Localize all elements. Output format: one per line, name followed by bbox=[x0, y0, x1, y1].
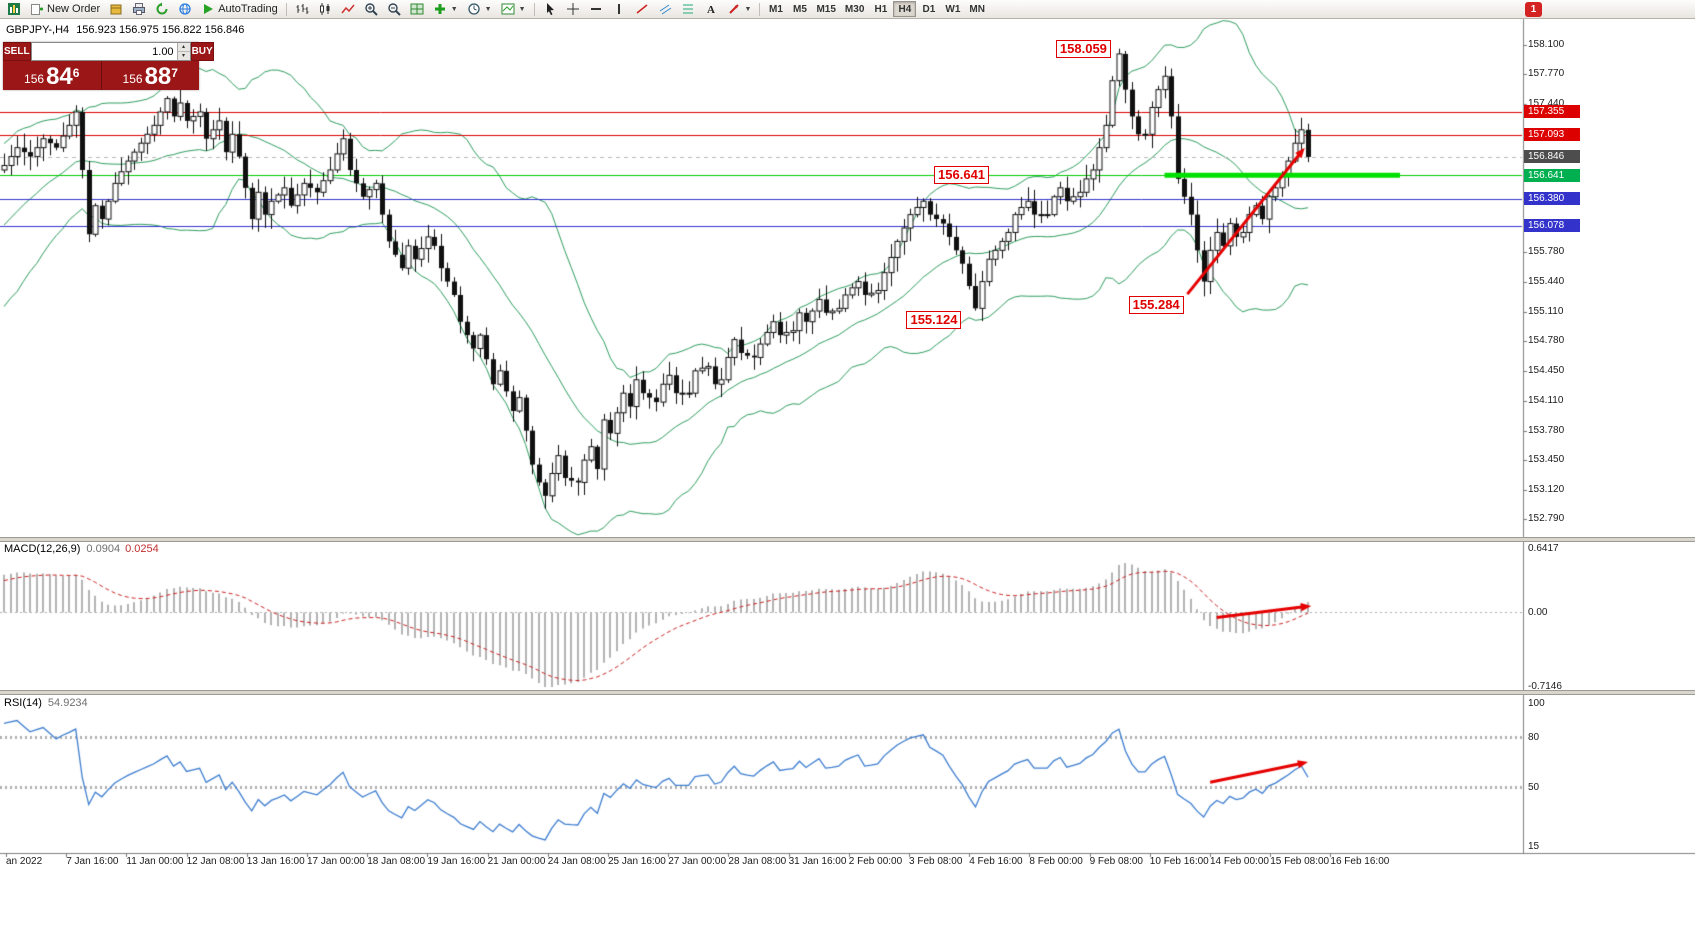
dropdown-caret-icon: ▼ bbox=[744, 5, 752, 13]
buy-price-main: 156 bbox=[122, 72, 143, 86]
timeframe-d1-button[interactable]: D1 bbox=[917, 1, 940, 17]
macd-main-value: 0.0904 bbox=[86, 543, 121, 555]
sell-price-pips: 84 bbox=[46, 63, 73, 90]
chart-line-icon[interactable] bbox=[337, 1, 359, 18]
volume-stepper: ▴ ▾ bbox=[30, 42, 191, 61]
sell-price-main: 156 bbox=[24, 72, 45, 86]
timeframe-m1-button[interactable]: M1 bbox=[764, 1, 787, 17]
arrows-tool-button[interactable]: ▼ bbox=[723, 1, 756, 18]
timeframe-m5-button[interactable]: M5 bbox=[788, 1, 811, 17]
zoom-out-button[interactable] bbox=[383, 1, 405, 18]
buy-button[interactable]: BUY bbox=[190, 42, 214, 61]
fibonacci-tool-button[interactable] bbox=[677, 1, 699, 18]
tile-windows-button[interactable] bbox=[406, 1, 428, 18]
chart-symbol-header: GBPJPY-,H4 156.923 156.975 156.822 156.84… bbox=[6, 24, 244, 36]
market-watch-icon[interactable] bbox=[105, 1, 127, 18]
print-icon[interactable] bbox=[128, 1, 150, 18]
autotrading-button[interactable]: AutoTrading bbox=[197, 1, 282, 18]
toolbar: New Order AutoTrading ▼ ▼ ▼ A ▼ M1 M5 M15 M30 H1 H4 D… bbox=[0, 0, 1695, 19]
cursor-button[interactable] bbox=[539, 1, 561, 18]
macd-label: MACD(12,26,9) 0.0904 0.0254 bbox=[4, 543, 159, 555]
buy-price-point: 7 bbox=[171, 66, 178, 80]
pane-separator[interactable] bbox=[0, 690, 1695, 695]
volume-decrease-button[interactable]: ▾ bbox=[177, 52, 190, 60]
sell-price-point: 6 bbox=[72, 66, 80, 80]
buy-price-display[interactable]: 156 88 7 bbox=[101, 61, 199, 90]
zoom-in-button[interactable] bbox=[360, 1, 382, 18]
app-icon[interactable] bbox=[3, 1, 25, 18]
symbol-name: GBPJPY-,H4 bbox=[6, 24, 70, 36]
sell-button[interactable]: SELL bbox=[3, 42, 31, 61]
channel-tool-button[interactable] bbox=[654, 1, 676, 18]
data-window-icon[interactable] bbox=[151, 1, 173, 18]
pane-separator[interactable] bbox=[0, 537, 1695, 542]
periods-button[interactable]: ▼ bbox=[463, 1, 496, 18]
autotrading-button-label: AutoTrading bbox=[218, 3, 278, 15]
ohlc-values: 156.923 156.975 156.822 156.846 bbox=[76, 24, 245, 36]
dropdown-caret-icon: ▼ bbox=[450, 5, 458, 13]
rsi-value: 54.9234 bbox=[47, 697, 88, 709]
toolbar-separator bbox=[285, 2, 287, 16]
sell-price-display[interactable]: 156 84 6 bbox=[3, 61, 102, 90]
templates-button[interactable]: ▼ bbox=[497, 1, 530, 18]
buy-price-pips: 88 bbox=[144, 63, 172, 90]
timeframe-m15-button[interactable]: M15 bbox=[812, 1, 839, 17]
macd-name: MACD(12,26,9) bbox=[4, 543, 81, 555]
toolbar-separator bbox=[759, 2, 761, 16]
notifications-badge[interactable]: 1 bbox=[1525, 1, 1542, 17]
rsi-label: RSI(14) 54.9234 bbox=[4, 697, 88, 709]
toolbar-separator bbox=[533, 2, 535, 16]
trendline-tool-button[interactable] bbox=[631, 1, 653, 18]
timeframe-h1-button[interactable]: H1 bbox=[869, 1, 892, 17]
indicators-button[interactable]: ▼ bbox=[429, 1, 462, 18]
volume-input[interactable] bbox=[31, 43, 177, 60]
crosshair-button[interactable] bbox=[562, 1, 584, 18]
chart-bars-icon[interactable] bbox=[291, 1, 313, 18]
dropdown-caret-icon: ▼ bbox=[518, 5, 526, 13]
timeframe-m30-button[interactable]: M30 bbox=[841, 1, 868, 17]
text-tool-button[interactable]: A bbox=[700, 1, 722, 18]
macd-signal-value: 0.0254 bbox=[125, 543, 159, 555]
chart-candles-icon[interactable] bbox=[314, 1, 336, 18]
svg-text:A: A bbox=[707, 4, 715, 16]
rsi-name: RSI(14) bbox=[4, 697, 42, 709]
navigator-icon[interactable] bbox=[174, 1, 196, 18]
dropdown-caret-icon: ▼ bbox=[484, 5, 492, 13]
timeframe-w1-button[interactable]: W1 bbox=[941, 1, 964, 17]
new-order-button-label: New Order bbox=[47, 3, 101, 15]
new-order-button[interactable]: New Order bbox=[26, 1, 104, 18]
timeframe-mn-button[interactable]: MN bbox=[965, 1, 989, 17]
volume-increase-button[interactable]: ▴ bbox=[177, 43, 190, 52]
vline-tool-button[interactable] bbox=[608, 1, 630, 18]
hline-tool-button[interactable] bbox=[585, 1, 607, 18]
timeframe-h4-button[interactable]: H4 bbox=[893, 1, 917, 17]
